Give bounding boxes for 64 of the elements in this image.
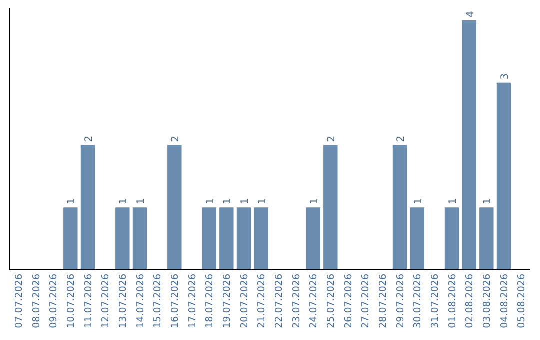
- data-label: 2: [170, 136, 182, 142]
- data-label: 2: [396, 136, 407, 142]
- bar: [324, 145, 338, 270]
- x-tick-label: 07.07.2026: [14, 274, 25, 328]
- x-tick-label: 18.07.2026: [204, 274, 216, 328]
- x-tick-label: 29.07.2026: [395, 274, 406, 328]
- x-tick-label: 23.07.2026: [291, 274, 302, 328]
- x-tick-label: 28.07.2026: [378, 274, 389, 328]
- x-tick-label: 16.07.2026: [170, 274, 181, 328]
- data-label: 4: [465, 11, 476, 18]
- x-tick-label: 03.08.2026: [482, 274, 493, 328]
- x-tick-label: 25.07.2026: [326, 274, 337, 328]
- data-label: 2: [84, 136, 95, 142]
- x-tick-label: 10.07.2026: [66, 274, 77, 328]
- bar: [306, 208, 320, 270]
- bar: [116, 208, 130, 270]
- x-tick-label: 11.07.2026: [83, 274, 94, 328]
- x-tick-label: 17.07.2026: [187, 274, 198, 328]
- data-label: 1: [413, 198, 424, 205]
- x-tick-label: 04.08.2026: [499, 274, 510, 328]
- data-label: 1: [482, 198, 494, 205]
- bar: [392, 145, 408, 270]
- data-label: 1: [240, 198, 251, 205]
- bar: [132, 208, 148, 270]
- bar: [220, 208, 234, 270]
- x-tick-label: 30.07.2026: [412, 274, 424, 328]
- bar: [462, 20, 476, 270]
- bar: [254, 208, 268, 270]
- bar: [168, 145, 182, 270]
- bar: [64, 208, 78, 270]
- bar: [202, 208, 216, 270]
- x-tick-label: 02.08.2026: [464, 274, 476, 328]
- x-tick-label: 27.07.2026: [360, 274, 372, 328]
- x-tick-label: 01.08.2026: [447, 274, 458, 328]
- bar: [410, 208, 424, 270]
- data-label: 1: [66, 198, 78, 205]
- bar: [80, 145, 96, 270]
- x-tick-label: 24.07.2026: [308, 274, 320, 328]
- x-tick-label: 08.07.2026: [31, 274, 42, 328]
- data-label: 3: [500, 73, 511, 80]
- x-tick-label: 31.07.2026: [430, 274, 441, 328]
- x-tick-label: 26.07.2026: [343, 274, 354, 328]
- data-label: 1: [136, 198, 147, 205]
- data-label: 1: [448, 198, 459, 205]
- x-tick-label: 13.07.2026: [118, 274, 129, 328]
- data-label: 2: [326, 136, 338, 142]
- data-label: 1: [222, 198, 234, 205]
- x-tick-label: 05.08.2026: [516, 274, 528, 328]
- bar: [236, 208, 252, 270]
- bar: [444, 208, 460, 270]
- x-tick-label: 14.07.2026: [135, 274, 146, 328]
- data-label: 1: [205, 198, 216, 205]
- x-tick-label: 19.07.2026: [222, 274, 233, 328]
- x-tick-label: 15.07.2026: [152, 274, 164, 328]
- x-tick-label: 20.07.2026: [239, 274, 250, 328]
- data-label: 1: [309, 198, 320, 205]
- bar: [496, 82, 512, 270]
- x-tick-label: 12.07.2026: [100, 274, 112, 328]
- x-tick-label: 21.07.2026: [256, 274, 268, 328]
- data-label: 1: [118, 198, 130, 205]
- data-label: 1: [257, 198, 268, 205]
- bar: [480, 208, 494, 270]
- x-tick-label: 22.07.2026: [274, 274, 285, 328]
- x-tick-label: 09.07.2026: [48, 274, 60, 328]
